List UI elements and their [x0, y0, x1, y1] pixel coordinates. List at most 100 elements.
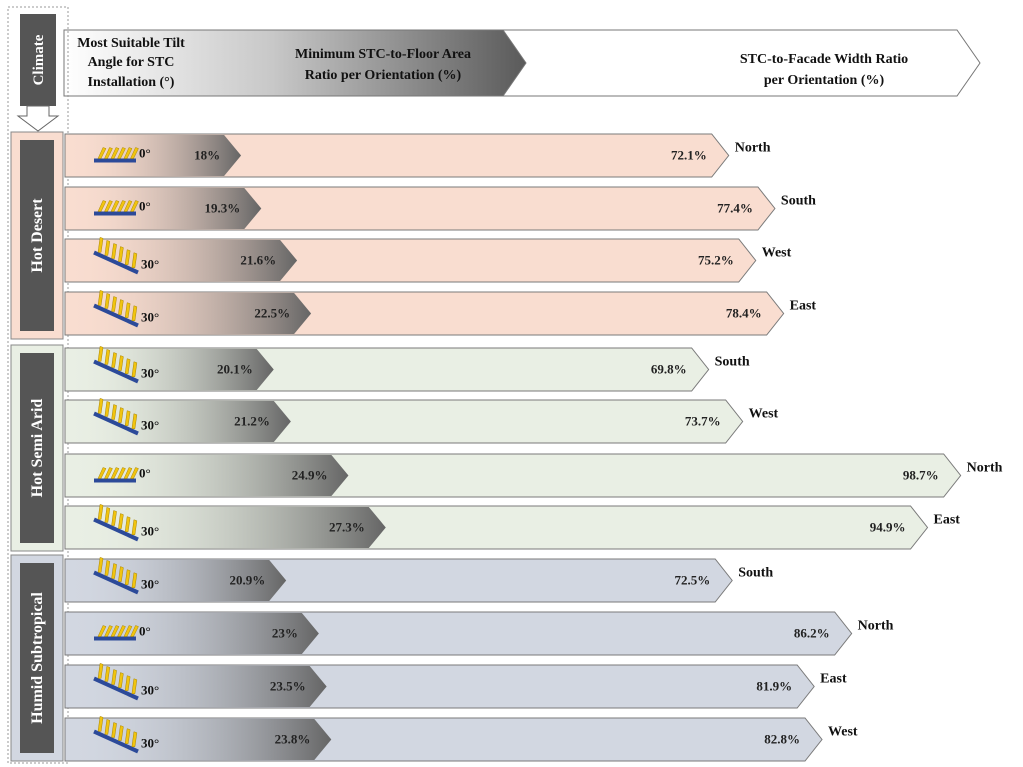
row-humid-subtropical-east: 30° 23.5% 81.9% East — [64, 663, 847, 709]
collector-tube — [104, 401, 111, 417]
tilt-label: 30° — [141, 683, 159, 698]
floor-ratio-label: 24.9% — [292, 468, 328, 483]
collector-tube — [111, 243, 117, 259]
collector-tube — [104, 467, 113, 479]
collector-tube — [97, 557, 104, 573]
collector-tube — [97, 504, 104, 520]
climate-tab-hot-desert — [20, 140, 54, 331]
orientation-label: West — [749, 407, 779, 422]
climate-label-hot-semi-arid: Hot Semi Arid — [29, 399, 46, 498]
collector-tube — [118, 246, 124, 262]
collector-base — [94, 636, 136, 641]
header-facade-label: STC-to-Facade Width Ratio per Orientatio… — [740, 52, 908, 88]
orientation-label: North — [858, 619, 894, 634]
collector-tube — [131, 572, 138, 588]
row-hot-desert-east: 30° 22.5% 78.4% East — [64, 290, 817, 336]
collector-base — [93, 570, 139, 595]
facade-ratio-label: 78.4% — [726, 306, 762, 321]
collector-tube — [123, 467, 133, 479]
row-humid-subtropical-west: 30° 23.8% 82.8% West — [64, 716, 858, 762]
collector-tube — [104, 719, 111, 735]
collector-base — [93, 303, 139, 328]
orientation-label: North — [735, 141, 771, 156]
floor-ratio-bar — [66, 240, 298, 281]
collector-tube — [123, 200, 133, 212]
tilt-label: 0° — [139, 466, 151, 481]
solar-collector-icon — [94, 200, 139, 216]
floor-ratio-label: 27.3% — [329, 520, 365, 535]
orientation-label: East — [934, 513, 961, 528]
group-hot-desert: Hot Desert 0° 18% 72.1% North 0° 19.3% 77.4% Sou… — [10, 131, 817, 340]
header-floor-label: Minimum STC-to-Floor Area Ratio per Orie… — [295, 47, 471, 83]
collector-tube — [97, 346, 104, 362]
tilt-label: 30° — [141, 366, 159, 381]
orientation-label: East — [820, 672, 847, 687]
floor-ratio-label: 23.8% — [275, 732, 311, 747]
collector-tube — [118, 566, 124, 582]
solar-collector-icon — [93, 346, 139, 384]
orientation-label: South — [715, 355, 750, 370]
collector-base — [93, 517, 139, 542]
collector-tube — [97, 663, 104, 679]
row-hot-desert-west: 30° 21.6% 75.2% West — [64, 237, 792, 283]
row-hot-semi-arid-east: 30° 27.3% 94.9% East — [64, 504, 961, 550]
collector-tube — [130, 200, 139, 212]
collector-tube — [117, 200, 126, 212]
collector-tube — [104, 349, 111, 365]
collector-base — [93, 250, 139, 275]
floor-ratio-label: 21.6% — [240, 253, 276, 268]
orientation-label: West — [762, 246, 792, 261]
collector-tube — [111, 669, 117, 685]
collector-tube — [118, 299, 124, 315]
tilt-label: 30° — [141, 257, 159, 272]
orientation-label: North — [967, 461, 1003, 476]
collector-tube — [97, 147, 107, 159]
collector-tube — [110, 147, 120, 159]
climate-label-hot-desert: Hot Desert — [29, 198, 46, 273]
collector-tube — [124, 728, 131, 744]
orientation-label: East — [790, 299, 817, 314]
row-hot-semi-arid-south: 30° 20.1% 69.8% South — [64, 346, 750, 392]
facade-ratio-label: 69.8% — [651, 362, 687, 377]
solar-collector-icon — [93, 290, 139, 328]
collector-base — [94, 478, 136, 483]
group-humid-subtropical: Humid Subtropical 30° 20.9% 72.5% South 0° 23%… — [10, 554, 894, 762]
collector-tube — [97, 237, 104, 253]
collector-base — [93, 411, 139, 436]
collector-tube — [111, 722, 117, 738]
collector-tube — [131, 252, 138, 268]
facade-ratio-label: 73.7% — [685, 414, 721, 429]
collector-tube — [110, 467, 120, 479]
collector-tube — [124, 249, 131, 265]
floor-ratio-bar — [66, 507, 386, 548]
solar-collector-icon — [94, 625, 139, 641]
row-humid-subtropical-south: 30° 20.9% 72.5% South — [64, 557, 773, 603]
collector-tube — [130, 147, 139, 159]
collector-tube — [131, 678, 138, 694]
collector-tube — [117, 467, 126, 479]
tilt-label: 30° — [141, 524, 159, 539]
collector-tube — [117, 147, 126, 159]
collector-tube — [131, 519, 138, 535]
collector-tube — [104, 507, 111, 523]
floor-ratio-label: 22.5% — [254, 306, 290, 321]
collector-tube — [111, 563, 117, 579]
facade-ratio-label: 77.4% — [717, 201, 753, 216]
solar-collector-icon — [93, 398, 139, 436]
header-floor-arrow — [63, 29, 527, 97]
collector-tube — [130, 625, 139, 637]
floor-ratio-label: 21.2% — [234, 414, 270, 429]
collector-tube — [104, 293, 111, 309]
solar-collector-icon — [93, 504, 139, 542]
header-facade-line-2: per Orientation (%) — [764, 73, 885, 88]
collector-tube — [111, 510, 117, 526]
row-hot-semi-arid-west: 30° 21.2% 73.7% West — [64, 398, 779, 444]
floor-ratio-bar — [66, 188, 262, 229]
tilt-label: 30° — [141, 418, 159, 433]
facade-ratio-label: 94.9% — [870, 520, 906, 535]
floor-ratio-label: 20.1% — [217, 362, 253, 377]
orientation-label: South — [738, 566, 773, 581]
collector-tube — [104, 240, 111, 256]
collector-tube — [124, 516, 131, 532]
row-humid-subtropical-north: 0° 23% 86.2% North — [64, 611, 894, 656]
